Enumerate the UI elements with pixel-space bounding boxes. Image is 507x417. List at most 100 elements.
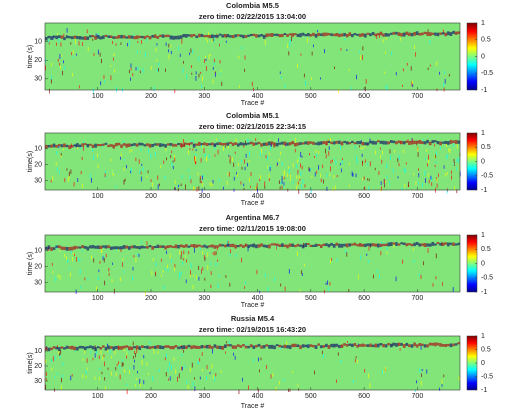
- seismic-texture: [210, 271, 212, 276]
- arrival-band: [112, 346, 116, 351]
- seismic-texture: [259, 369, 260, 373]
- seismic-texture: [199, 376, 201, 380]
- seismic-texture: [140, 176, 142, 182]
- arrival-band: [340, 33, 344, 37]
- seismic-texture: [229, 249, 231, 254]
- seismic-texture: [160, 258, 162, 262]
- arrival-band: [439, 242, 442, 246]
- arrival-band: [200, 245, 204, 248]
- arrival-band: [255, 244, 258, 249]
- arrival-band: [57, 245, 61, 249]
- seismic-texture: [267, 165, 269, 170]
- arrival-band: [231, 35, 235, 39]
- arrival-band: [55, 35, 58, 40]
- seismic-texture: [327, 139, 329, 142]
- seismic-texture: [378, 171, 380, 175]
- seismic-texture: [228, 154, 230, 157]
- seismic-texture: [284, 172, 285, 176]
- seismic-texture: [299, 178, 301, 181]
- seismic-texture: [61, 54, 63, 57]
- arrival-band: [52, 143, 56, 148]
- arrival-band: [405, 140, 409, 143]
- arrival-band: [286, 345, 289, 349]
- seismic-texture: [260, 174, 262, 180]
- seismic-texture: [269, 178, 270, 182]
- seismic-texture: [299, 289, 301, 292]
- arrival-band: [99, 144, 103, 147]
- seismic-texture: [311, 77, 312, 80]
- arrival-band: [200, 143, 204, 146]
- seismic-texture: [364, 159, 366, 163]
- arrival-band: [128, 143, 131, 147]
- seismic-texture: [408, 181, 410, 187]
- seismic-texture: [394, 149, 396, 153]
- seismic-texture: [436, 183, 438, 188]
- seismic-texture: [411, 138, 413, 141]
- arrival-band: [96, 34, 100, 39]
- arrival-band: [319, 345, 323, 349]
- arrival-band: [364, 344, 367, 347]
- seismic-texture: [123, 140, 124, 144]
- seismic-texture: [431, 176, 433, 181]
- arrival-band: [299, 244, 302, 247]
- arrival-band: [231, 243, 235, 248]
- x-tick-label: 400: [252, 93, 264, 100]
- colorbar-tick-label: 0.5: [481, 346, 491, 353]
- seismic-texture: [60, 42, 62, 47]
- seismic-texture: [386, 175, 388, 179]
- seismic-texture: [136, 253, 138, 256]
- seismic-texture: [367, 162, 369, 166]
- seismic-texture: [153, 351, 155, 354]
- seismic-texture: [170, 155, 172, 159]
- seismic-texture: [280, 283, 282, 287]
- seismic-texture: [294, 138, 296, 143]
- arrival-band: [117, 246, 121, 250]
- seismic-texture: [211, 39, 213, 42]
- seismic-texture: [276, 244, 278, 249]
- seismic-texture: [393, 243, 395, 248]
- arrival-band: [265, 344, 269, 347]
- seismic-texture: [130, 170, 132, 174]
- seismic-texture: [196, 275, 197, 280]
- arrival-band: [200, 344, 204, 349]
- seismic-texture: [81, 156, 83, 161]
- arrival-band: [164, 345, 167, 348]
- arrival-band: [418, 32, 422, 36]
- seismic-texture: [66, 28, 68, 33]
- seismic-texture: [457, 158, 459, 163]
- seismic-texture: [158, 183, 160, 187]
- arrival-band: [410, 243, 414, 247]
- arrival-band: [177, 35, 180, 40]
- y-tick-label: 30: [34, 76, 42, 83]
- arrival-band: [413, 140, 416, 145]
- arrival-band: [50, 247, 53, 251]
- seismic-texture: [237, 173, 238, 177]
- seismic-texture: [167, 378, 169, 381]
- arrival-band: [421, 32, 424, 36]
- arrival-band: [200, 34, 204, 37]
- y-tick-label: 30: [34, 177, 42, 184]
- seismic-texture: [228, 145, 229, 149]
- seismic-texture: [449, 148, 451, 154]
- chart-title: Colombia M5.1: [226, 111, 279, 120]
- seismic-texture: [219, 43, 220, 47]
- arrival-band: [387, 33, 390, 37]
- arrival-band: [57, 347, 61, 352]
- seismic-texture: [182, 68, 184, 73]
- seismic-texture: [301, 270, 302, 274]
- seismic-texture: [206, 376, 207, 380]
- arrival-band: [125, 143, 129, 148]
- seismic-texture: [403, 68, 404, 72]
- arrival-band: [247, 345, 250, 349]
- arrival-band: [148, 346, 152, 350]
- arrival-band: [211, 142, 214, 146]
- arrival-band: [304, 34, 307, 37]
- seismic-texture: [439, 146, 441, 150]
- arrival-band: [182, 143, 186, 147]
- seismic-texture: [253, 358, 255, 362]
- arrival-band: [410, 344, 414, 348]
- seismic-texture: [112, 40, 113, 44]
- seismic-texture: [116, 363, 118, 366]
- seismic-texture: [175, 369, 177, 374]
- seismic-texture: [427, 29, 429, 32]
